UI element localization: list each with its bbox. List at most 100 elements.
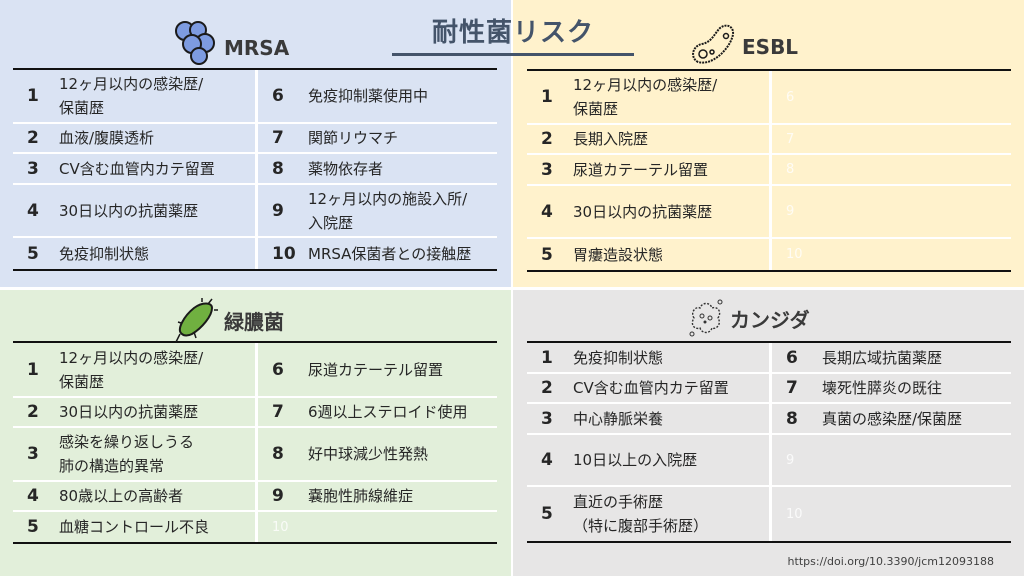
- risk-text: 直近の手術歴 （特に腹部手術歴）: [573, 493, 709, 535]
- risk-item: 7 関節リウマチ: [255, 124, 497, 152]
- risk-number: 9: [272, 200, 284, 221]
- risk-item: 4 10日以上の入院歴: [527, 435, 769, 485]
- risk-item: 1 免疫抑制状態: [527, 343, 769, 372]
- risk-text: CV含む血管内カテ留置: [573, 379, 729, 397]
- risk-number: 3: [27, 444, 39, 464]
- risk-number: 7: [272, 402, 284, 422]
- esbl-header: ESBL: [690, 22, 798, 66]
- page-title: 耐性菌リスク: [431, 18, 594, 48]
- risk-item: 2 長期入院歴: [527, 125, 769, 153]
- risk-item: 6 長期広域抗菌薬歴: [769, 343, 1011, 372]
- risk-text: 10日以上の入院歴: [573, 451, 698, 469]
- table-row: 3 尿道カテーテル留置 8: [527, 155, 1011, 186]
- risk-text: 12ヶ月以内の感染歴/ 保菌歴: [573, 76, 718, 118]
- risk-item: 5 直近の手術歴 （特に腹部手術歴）: [527, 487, 769, 541]
- risk-text: 血液/腹膜透析: [59, 129, 155, 147]
- risk-item: 10 MRSA保菌者との接触歴: [255, 238, 497, 269]
- risk-text: 30日以内の抗菌薬歴: [59, 201, 199, 220]
- table-row: 1 12ヶ月以内の感染歴/ 保菌歴 6 尿道カテーテル留置: [13, 343, 497, 398]
- empty-risk-cell: 10: [769, 487, 1011, 541]
- empty-risk-cell: 7: [769, 125, 1011, 153]
- table-row: 1 免疫抑制状態 6 長期広域抗菌薬歴: [527, 343, 1011, 374]
- risk-text: 12ヶ月以内の施設入所/ 入院歴: [308, 189, 468, 232]
- section-title: 緑膿菌: [224, 309, 284, 334]
- risk-number: 3: [27, 158, 39, 179]
- risk-item: 4 30日以内の抗菌薬歴: [527, 186, 769, 237]
- risk-item: 2 血液/腹膜透析: [13, 124, 255, 152]
- risk-item: 3 尿道カテーテル留置: [527, 155, 769, 184]
- risk-number: 10: [272, 519, 289, 535]
- risk-text: 免疫抑制状態: [573, 348, 664, 367]
- risk-text: 真菌の感染歴/保菌歴: [822, 409, 963, 428]
- section-title: MRSA: [224, 36, 290, 60]
- fungus-icon: [689, 299, 723, 337]
- risk-number: 7: [786, 378, 798, 398]
- risk-text: 胃瘻造設状態: [573, 245, 664, 264]
- risk-number: 9: [786, 204, 795, 219]
- table-row: 4 10日以上の入院歴 9: [527, 435, 1011, 487]
- risk-item: 1 12ヶ月以内の感染歴/ 保菌歴: [527, 71, 769, 123]
- table-row: 4 30日以内の抗菌薬歴 9 12ヶ月以内の施設入所/ 入院歴: [13, 185, 497, 238]
- risk-text: 尿道カテーテル留置: [573, 160, 709, 179]
- risk-text: 免疫抑制薬使用中: [308, 87, 429, 105]
- risk-number: 4: [541, 201, 553, 222]
- section-title: カンジダ: [730, 307, 810, 332]
- risk-number: 10: [786, 506, 803, 522]
- risk-text: 長期広域抗菌薬歴: [822, 348, 943, 367]
- table-row: 3 感染を繰り返しうる 肺の構造的異常 8 好中球減少性発熱: [13, 428, 497, 482]
- table-row: 2 長期入院歴 7: [527, 125, 1011, 155]
- risk-text: 長期入院歴: [573, 130, 649, 148]
- risk-text: 薬物依存者: [308, 159, 384, 178]
- title-underline: [392, 53, 634, 56]
- risk-item: 8 薬物依存者: [255, 154, 497, 183]
- risk-number: 10: [786, 247, 803, 262]
- risk-number: 3: [541, 408, 553, 429]
- empty-risk-cell: 9: [769, 186, 1011, 237]
- risk-number: 5: [541, 504, 553, 524]
- risk-number: 6: [786, 89, 795, 105]
- risk-text: 壊死性膵炎の既往: [822, 379, 943, 397]
- risk-item: 5 免疫抑制状態: [13, 238, 255, 269]
- table-row: 2 CV含む血管内カテ留置 7 壊死性膵炎の既往: [527, 374, 1011, 404]
- risk-number: 5: [27, 243, 39, 264]
- risk-number: 6: [272, 359, 284, 380]
- risk-text: MRSA保菌者との接触歴: [308, 244, 472, 263]
- risk-item: 9 12ヶ月以内の施設入所/ 入院歴: [255, 185, 497, 236]
- risk-number: 5: [541, 244, 553, 265]
- mrsa-risk-table: 1 12ヶ月以内の感染歴/ 保菌歴 6 免疫抑制薬使用中 2 血液/腹膜透析 7 関節リウマチ…: [13, 68, 497, 271]
- table-row: 3 CV含む血管内カテ留置 8 薬物依存者: [13, 154, 497, 185]
- rod-bacterium-icon: [175, 298, 218, 342]
- table-row: 5 血糖コントロール不良 10: [13, 512, 497, 542]
- risk-item: 6 尿道カテーテル留置: [255, 343, 497, 396]
- risk-text: 30日以内の抗菌薬歴: [573, 202, 713, 221]
- risk-number: 2: [541, 129, 553, 149]
- risk-item: 6 免疫抑制薬使用中: [255, 70, 497, 122]
- risk-number: 1: [541, 347, 553, 368]
- risk-text: 6週以上ステロイド使用: [308, 403, 468, 421]
- risk-number: 5: [27, 517, 39, 537]
- risk-text: CV含む血管内カテ留置: [59, 159, 215, 178]
- table-row: 1 12ヶ月以内の感染歴/ 保菌歴 6: [527, 71, 1011, 125]
- risk-text: 12ヶ月以内の感染歴/ 保菌歴: [59, 75, 204, 117]
- risk-number: 2: [27, 402, 39, 422]
- table-row: 4 80歳以上の高齢者 9 嚢胞性肺線維症: [13, 482, 497, 512]
- staphylococcus-cluster-icon: [175, 21, 215, 65]
- risk-item: 3 感染を繰り返しうる 肺の構造的異常: [13, 428, 255, 480]
- risk-number: 10: [272, 243, 296, 264]
- risk-text: 好中球減少性発熱: [308, 445, 429, 463]
- empty-risk-cell: 6: [769, 71, 1011, 123]
- section-title: ESBL: [742, 35, 799, 59]
- risk-number: 6: [272, 86, 284, 106]
- risk-text: 免疫抑制状態: [59, 244, 150, 263]
- empty-risk-cell: 9: [769, 435, 1011, 485]
- source-link[interactable]: https://doi.org/10.3390/jcm12093188: [787, 555, 994, 568]
- risk-number: 8: [272, 444, 284, 464]
- esbl-risk-table: 1 12ヶ月以内の感染歴/ 保菌歴 6 2 長期入院歴 7 3 尿道カテーテル留置 8 4 30日以…: [527, 69, 1011, 272]
- risk-text: 血糖コントロール不良: [59, 518, 210, 536]
- risk-item: 7 壊死性膵炎の既往: [769, 374, 1011, 402]
- risk-text: 嚢胞性肺線維症: [308, 487, 414, 505]
- risk-item: 2 30日以内の抗菌薬歴: [13, 398, 255, 426]
- table-row: 5 直近の手術歴 （特に腹部手術歴） 10: [527, 487, 1011, 541]
- risk-item: 1 12ヶ月以内の感染歴/ 保菌歴: [13, 343, 255, 396]
- pseudomonas-header: 緑膿菌: [172, 298, 284, 342]
